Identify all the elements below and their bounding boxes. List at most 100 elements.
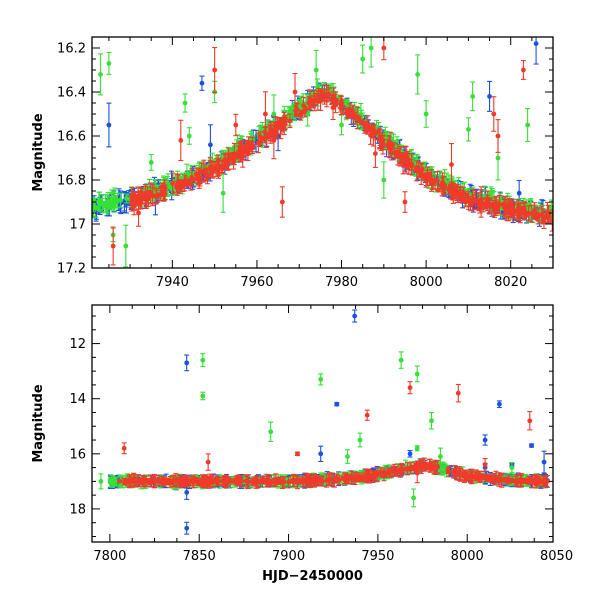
marker	[183, 101, 188, 106]
marker	[100, 201, 105, 206]
y-axis-label: Magnitude	[31, 113, 46, 192]
marker	[360, 57, 365, 62]
data-point	[187, 128, 192, 145]
data-point	[106, 103, 111, 147]
data-point	[221, 174, 226, 212]
data-point	[369, 29, 374, 67]
marker	[107, 61, 112, 66]
plot-frame	[92, 37, 553, 268]
marker	[466, 198, 471, 203]
data-point	[180, 183, 185, 188]
data-point	[111, 227, 116, 265]
marker	[542, 218, 547, 223]
data-point	[106, 52, 111, 74]
data-point	[294, 112, 299, 117]
marker	[123, 244, 128, 249]
marker	[306, 101, 311, 106]
marker	[178, 138, 183, 143]
marker	[220, 164, 225, 169]
marker	[107, 123, 112, 128]
y-tick-label: 16.8	[57, 174, 86, 189]
marker	[380, 137, 385, 142]
x-tick-label: 8000	[410, 275, 443, 290]
marker	[409, 163, 414, 168]
data-point	[98, 54, 103, 95]
marker	[149, 160, 154, 165]
marker	[215, 166, 220, 171]
data-point	[233, 114, 238, 135]
marker	[362, 125, 367, 130]
marker	[287, 118, 292, 123]
marker	[449, 162, 454, 167]
y-tick-label: 16.4	[57, 86, 86, 101]
marker	[339, 123, 344, 128]
marker	[419, 171, 424, 176]
marker	[271, 112, 276, 117]
marker	[351, 111, 356, 116]
marker	[302, 109, 307, 114]
marker	[489, 203, 494, 208]
data-point	[484, 204, 489, 209]
marker	[517, 191, 522, 196]
data-point	[424, 101, 429, 128]
marker	[424, 112, 429, 117]
marker	[212, 68, 217, 73]
data-point	[381, 162, 386, 198]
marker	[268, 131, 273, 136]
marker	[484, 204, 489, 209]
marker	[416, 167, 421, 172]
marker	[344, 111, 349, 116]
marker	[340, 104, 345, 109]
marker	[98, 72, 103, 77]
marker	[189, 175, 194, 180]
data-point	[491, 97, 496, 132]
marker	[313, 97, 318, 102]
marker	[395, 150, 400, 155]
data-point	[521, 61, 526, 80]
marker	[132, 199, 137, 204]
marker	[263, 112, 268, 117]
marker	[492, 209, 497, 214]
marker	[199, 170, 204, 175]
marker	[525, 123, 530, 128]
marker	[360, 119, 365, 124]
marker	[256, 140, 261, 145]
marker	[496, 134, 501, 139]
marker	[381, 46, 386, 51]
data-point	[525, 109, 530, 142]
marker	[238, 151, 243, 156]
data-point	[360, 119, 365, 124]
marker	[331, 105, 336, 110]
data-point	[280, 187, 285, 217]
marker	[183, 178, 188, 183]
marker	[496, 156, 501, 161]
marker	[154, 194, 159, 199]
marker	[293, 90, 298, 95]
marker	[158, 192, 163, 197]
marker	[529, 211, 534, 216]
marker	[403, 200, 408, 205]
marker	[250, 143, 255, 148]
marker	[221, 191, 226, 196]
marker	[145, 191, 150, 196]
marker	[233, 123, 238, 128]
marker	[124, 196, 129, 201]
marker	[479, 200, 484, 205]
y-tick-label: 16.2	[57, 42, 86, 57]
marker	[211, 167, 216, 172]
marker	[200, 81, 205, 86]
marker	[314, 68, 319, 73]
marker	[108, 200, 113, 205]
data-point	[360, 45, 365, 73]
marker	[534, 41, 539, 46]
data-point	[339, 115, 344, 135]
marker	[521, 68, 526, 73]
data-points	[90, 23, 555, 267]
marker	[208, 142, 213, 147]
marker	[111, 244, 116, 249]
marker	[118, 198, 123, 203]
marker	[381, 178, 386, 183]
data-point	[183, 94, 188, 112]
